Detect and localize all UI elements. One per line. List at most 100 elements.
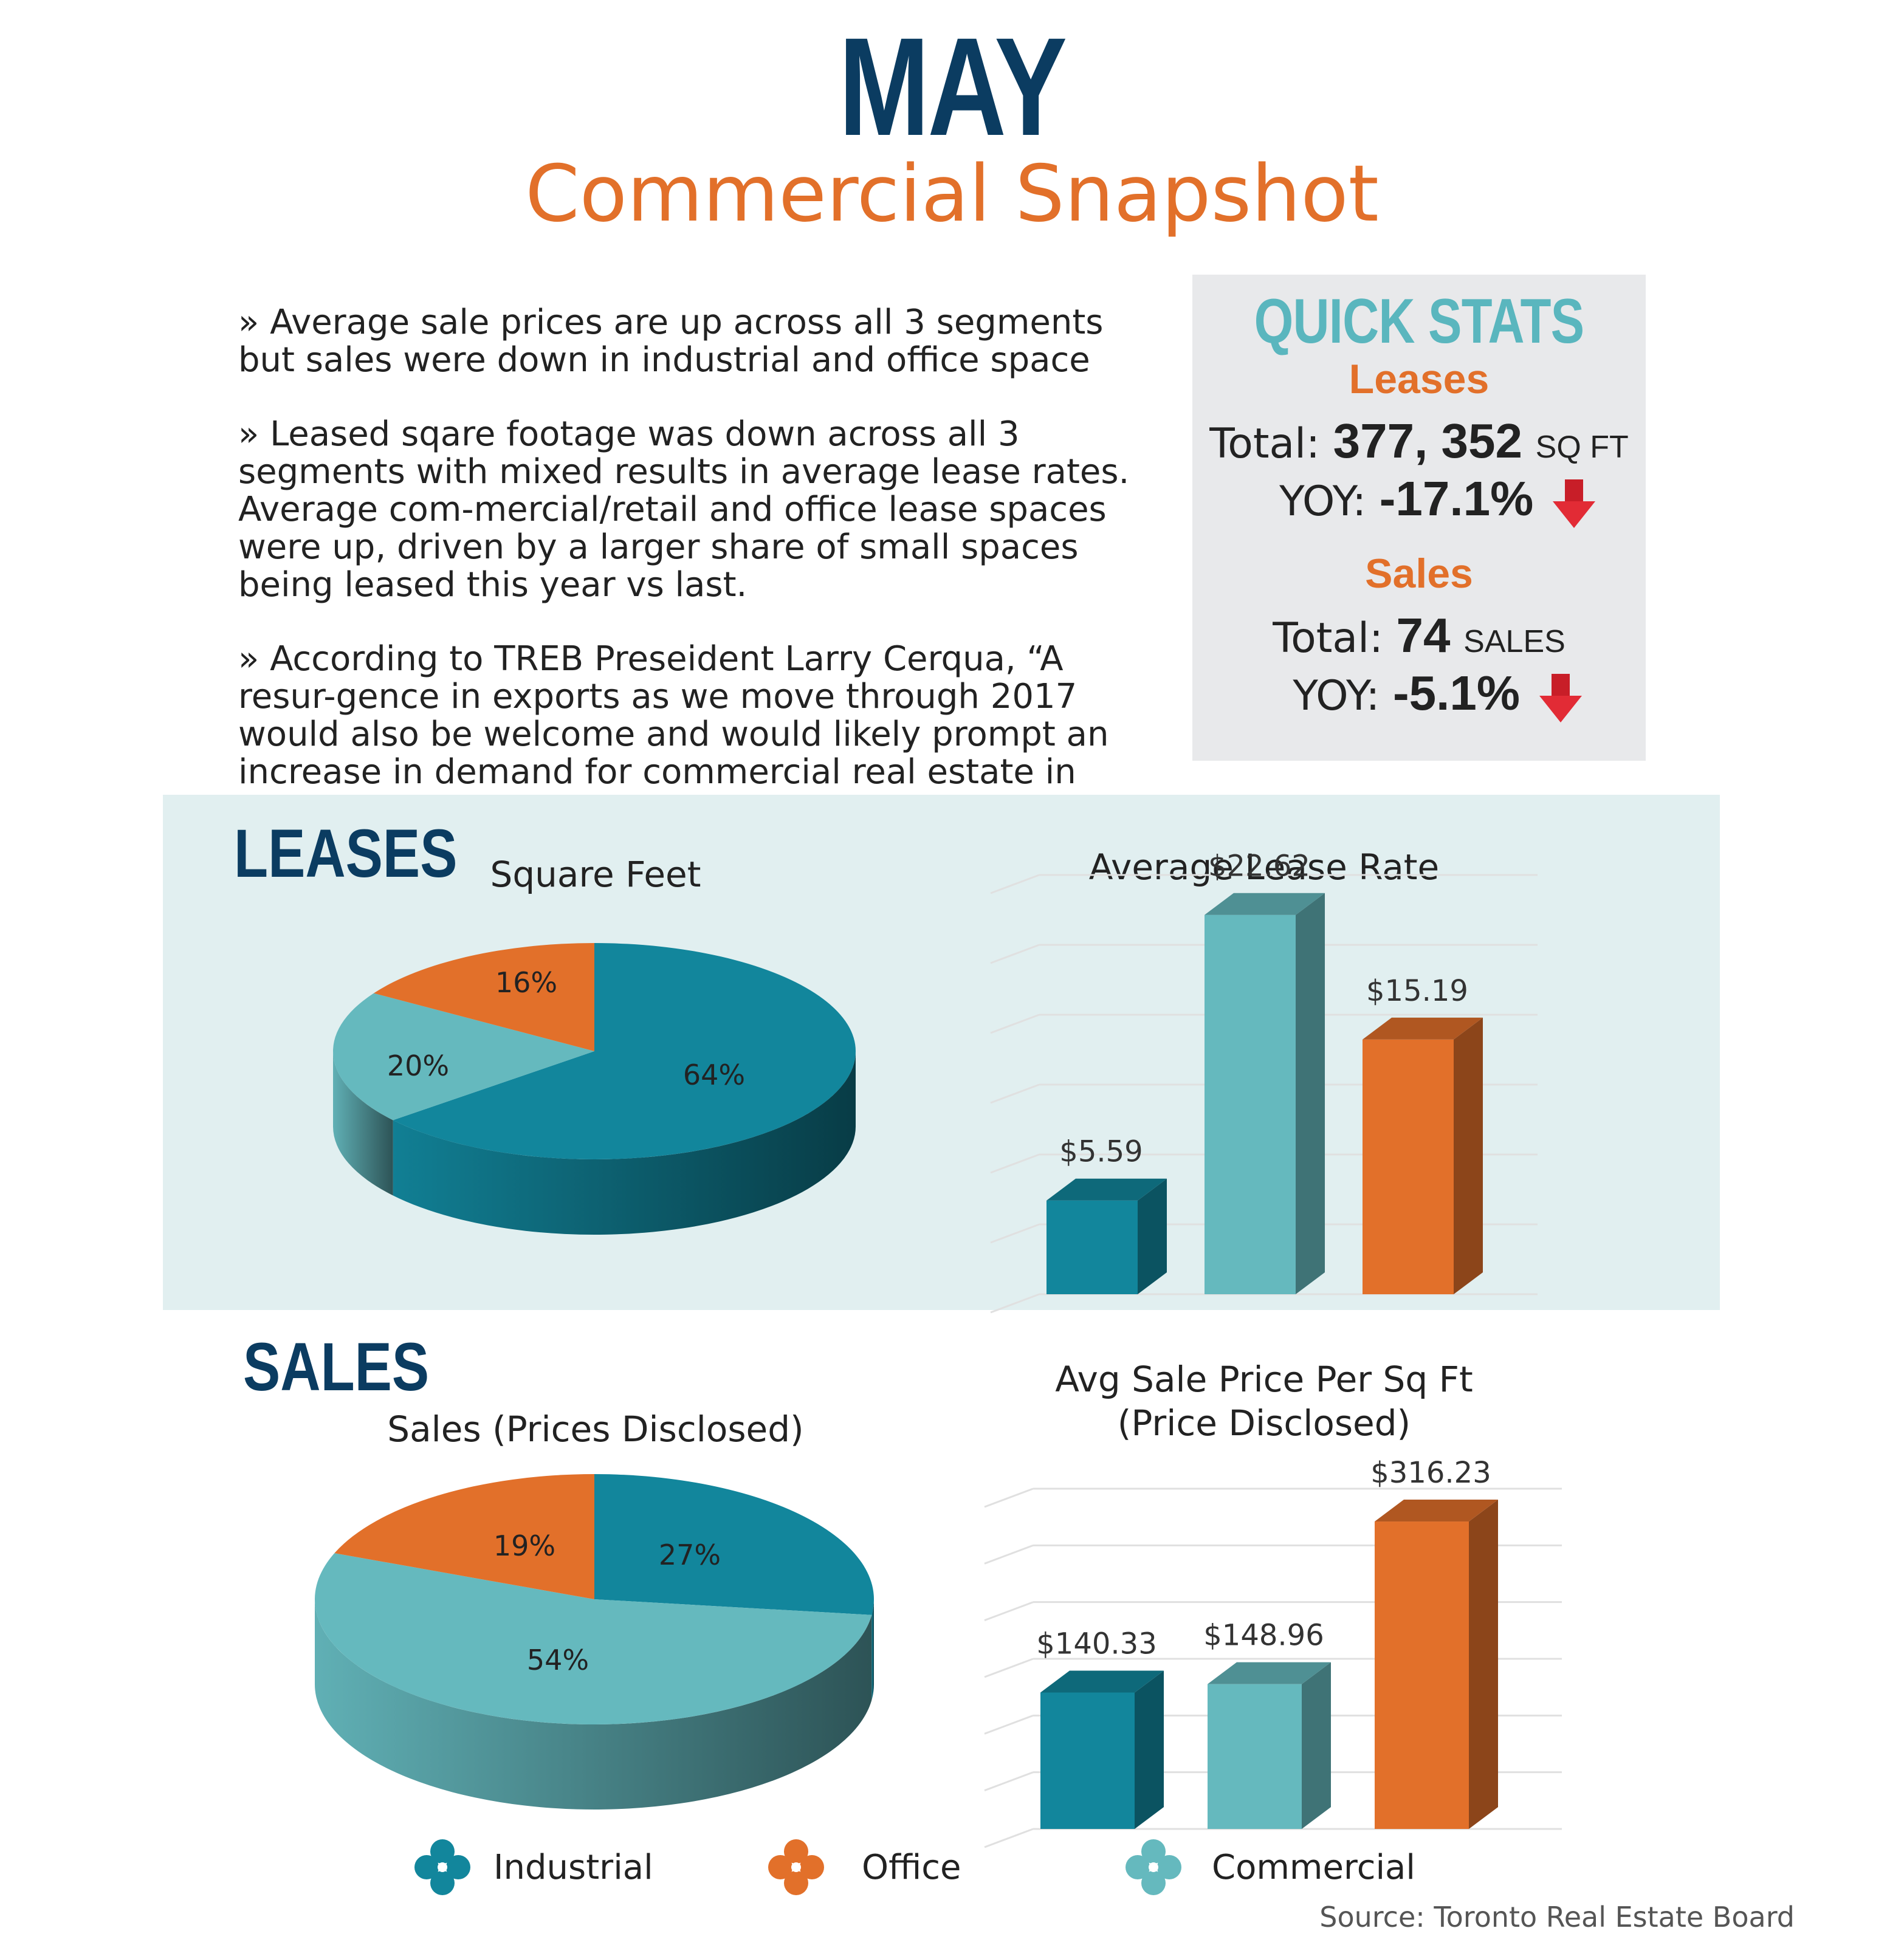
grid-line: [990, 1014, 1040, 1034]
grid-line: [984, 1601, 1034, 1622]
sale-price-chart-title-line: Avg Sale Price Per Sq Ft: [1055, 1359, 1473, 1400]
bar-value-label: $316.23: [1370, 1456, 1491, 1490]
pie-slice-side: [315, 1599, 872, 1810]
sale-price-chart-title-line: (Price Disclosed): [1117, 1402, 1411, 1444]
bar-chart-lease-rate: $5.59 $22.62 $15.19: [990, 849, 1538, 1314]
quick-stats-leases-heading: Leases: [1349, 356, 1490, 402]
sale-price-chart-title: Avg Sale Price Per Sq Ft (Price Disclose…: [1003, 1357, 1525, 1445]
yoy-value: -5.1%: [1393, 666, 1521, 720]
bar-value-label: $140.33: [1036, 1627, 1157, 1661]
bar-industrial: [1040, 1692, 1135, 1829]
pie-label: 16%: [495, 966, 557, 999]
pie-slice-commercial: [314, 1553, 872, 1725]
clover-petal: [414, 1855, 439, 1879]
clover-icon: [414, 1839, 470, 1895]
quick-stats-sales-heading: Sales: [1365, 551, 1473, 597]
pie-slice-office: [334, 1474, 594, 1599]
pie-slice-industrial: [393, 943, 856, 1159]
quick-stats-sales-total: Total: 74 SALES: [1192, 608, 1646, 664]
clover-petal: [430, 1839, 455, 1864]
bar-side: [1469, 1500, 1498, 1829]
lease-rate-chart-title: Average Lease Rate: [1088, 846, 1440, 888]
grid-line: [984, 1828, 1034, 1848]
clover-petal: [1126, 1855, 1150, 1879]
page-title: MAY: [839, 9, 1067, 165]
pie-label: 54%: [527, 1644, 589, 1676]
legend-label: Industrial: [493, 1847, 653, 1887]
down-arrow-icon: [1552, 479, 1595, 529]
legend-item-office: Office: [767, 1838, 961, 1896]
pie-label: 27%: [659, 1539, 721, 1571]
pie-label: 20%: [387, 1049, 449, 1082]
quick-stats-title: QUICK STATS: [1254, 286, 1585, 357]
yoy-value: -17.1%: [1379, 472, 1534, 526]
bullet-item: » Average sale prices are up across all …: [238, 303, 1104, 380]
grid-line: [984, 1544, 1034, 1565]
yoy-label: YOY:: [1279, 478, 1367, 526]
total-value: 74: [1396, 608, 1451, 662]
bar-value-label: $5.59: [1059, 1135, 1143, 1169]
clover-petal: [1149, 1862, 1158, 1872]
grid-line: [990, 874, 1040, 894]
bar-office: [1363, 1039, 1454, 1294]
bar-side: [1135, 1670, 1164, 1829]
pie-chart-sales: 27% 54% 19%: [314, 1474, 874, 1810]
quick-stats-leases-total: Total: 377, 352 SQ FT: [1192, 413, 1646, 469]
pie-label: 19%: [493, 1529, 555, 1562]
bar-top: [1040, 1670, 1164, 1693]
quick-stats-sales-yoy: YOY: -5.1%: [1192, 665, 1646, 723]
clover-petal: [784, 1871, 808, 1895]
bar-top: [1375, 1500, 1498, 1522]
clover-petal: [1141, 1871, 1166, 1895]
grid-line: [990, 1083, 1040, 1104]
clover-petal: [768, 1855, 792, 1879]
sales-pie-chart-title: Sales (Prices Disclosed): [387, 1408, 804, 1450]
sales-section-title: SALES: [243, 1329, 430, 1405]
clover-icon: [768, 1839, 824, 1895]
leases-section-title: LEASES: [234, 815, 458, 891]
yoy-label: YOY:: [1293, 672, 1380, 720]
pie-slice-side: [393, 1051, 856, 1235]
square-feet-chart-title: Square Feet: [490, 854, 701, 895]
legend: Industrial Office Commercial: [0, 1838, 1904, 1905]
total-unit: SALES: [1463, 624, 1565, 659]
bar-side: [1138, 1178, 1167, 1294]
clover-petal: [800, 1855, 824, 1879]
bullet-item: » Leased sqare footage was down across a…: [238, 414, 1130, 605]
total-value: 377, 352: [1333, 414, 1523, 468]
pie-slice-commercial: [332, 993, 594, 1120]
pie-chart-square-feet: 64% 20% 16%: [332, 943, 856, 1235]
clover-icon: [1126, 1839, 1181, 1895]
bar-value-label: $15.19: [1366, 974, 1468, 1008]
clover-petal: [446, 1855, 470, 1879]
legend-label: Office: [862, 1847, 961, 1887]
clover-petal: [1141, 1839, 1166, 1864]
pie-slice-side: [871, 1599, 874, 1700]
pie-label: 64%: [683, 1058, 745, 1091]
bar-side: [1296, 893, 1325, 1294]
bar-top: [1205, 893, 1325, 915]
source-note: Source: Toronto Real Estate Board: [1319, 1901, 1795, 1933]
grid-line: [984, 1771, 1034, 1792]
legend-item-industrial: Industrial: [413, 1838, 653, 1896]
bar-value-label: $22.62: [1208, 849, 1310, 883]
bar-commercial: [1205, 914, 1296, 1294]
bar-value-label: $148.96: [1203, 1619, 1324, 1653]
bar-side: [1454, 1017, 1483, 1294]
bar-commercial: [1208, 1684, 1302, 1829]
pie-slice-side: [333, 1051, 393, 1196]
clover-petal: [438, 1862, 447, 1872]
pie-slice-office: [373, 943, 594, 1051]
bar-side: [1302, 1662, 1331, 1829]
legend-label: Commercial: [1212, 1847, 1415, 1887]
grid-line: [984, 1714, 1034, 1735]
page-subtitle: Commercial Snapshot: [525, 149, 1379, 239]
bar-top: [1363, 1017, 1483, 1040]
bar-office: [1375, 1521, 1469, 1829]
total-unit: SQ FT: [1535, 430, 1629, 465]
summary-bullets: » Average sale prices are up across all …: [238, 304, 1138, 865]
clover-petal: [430, 1871, 455, 1895]
grid-line: [990, 1223, 1040, 1244]
grid-line: [990, 944, 1040, 964]
